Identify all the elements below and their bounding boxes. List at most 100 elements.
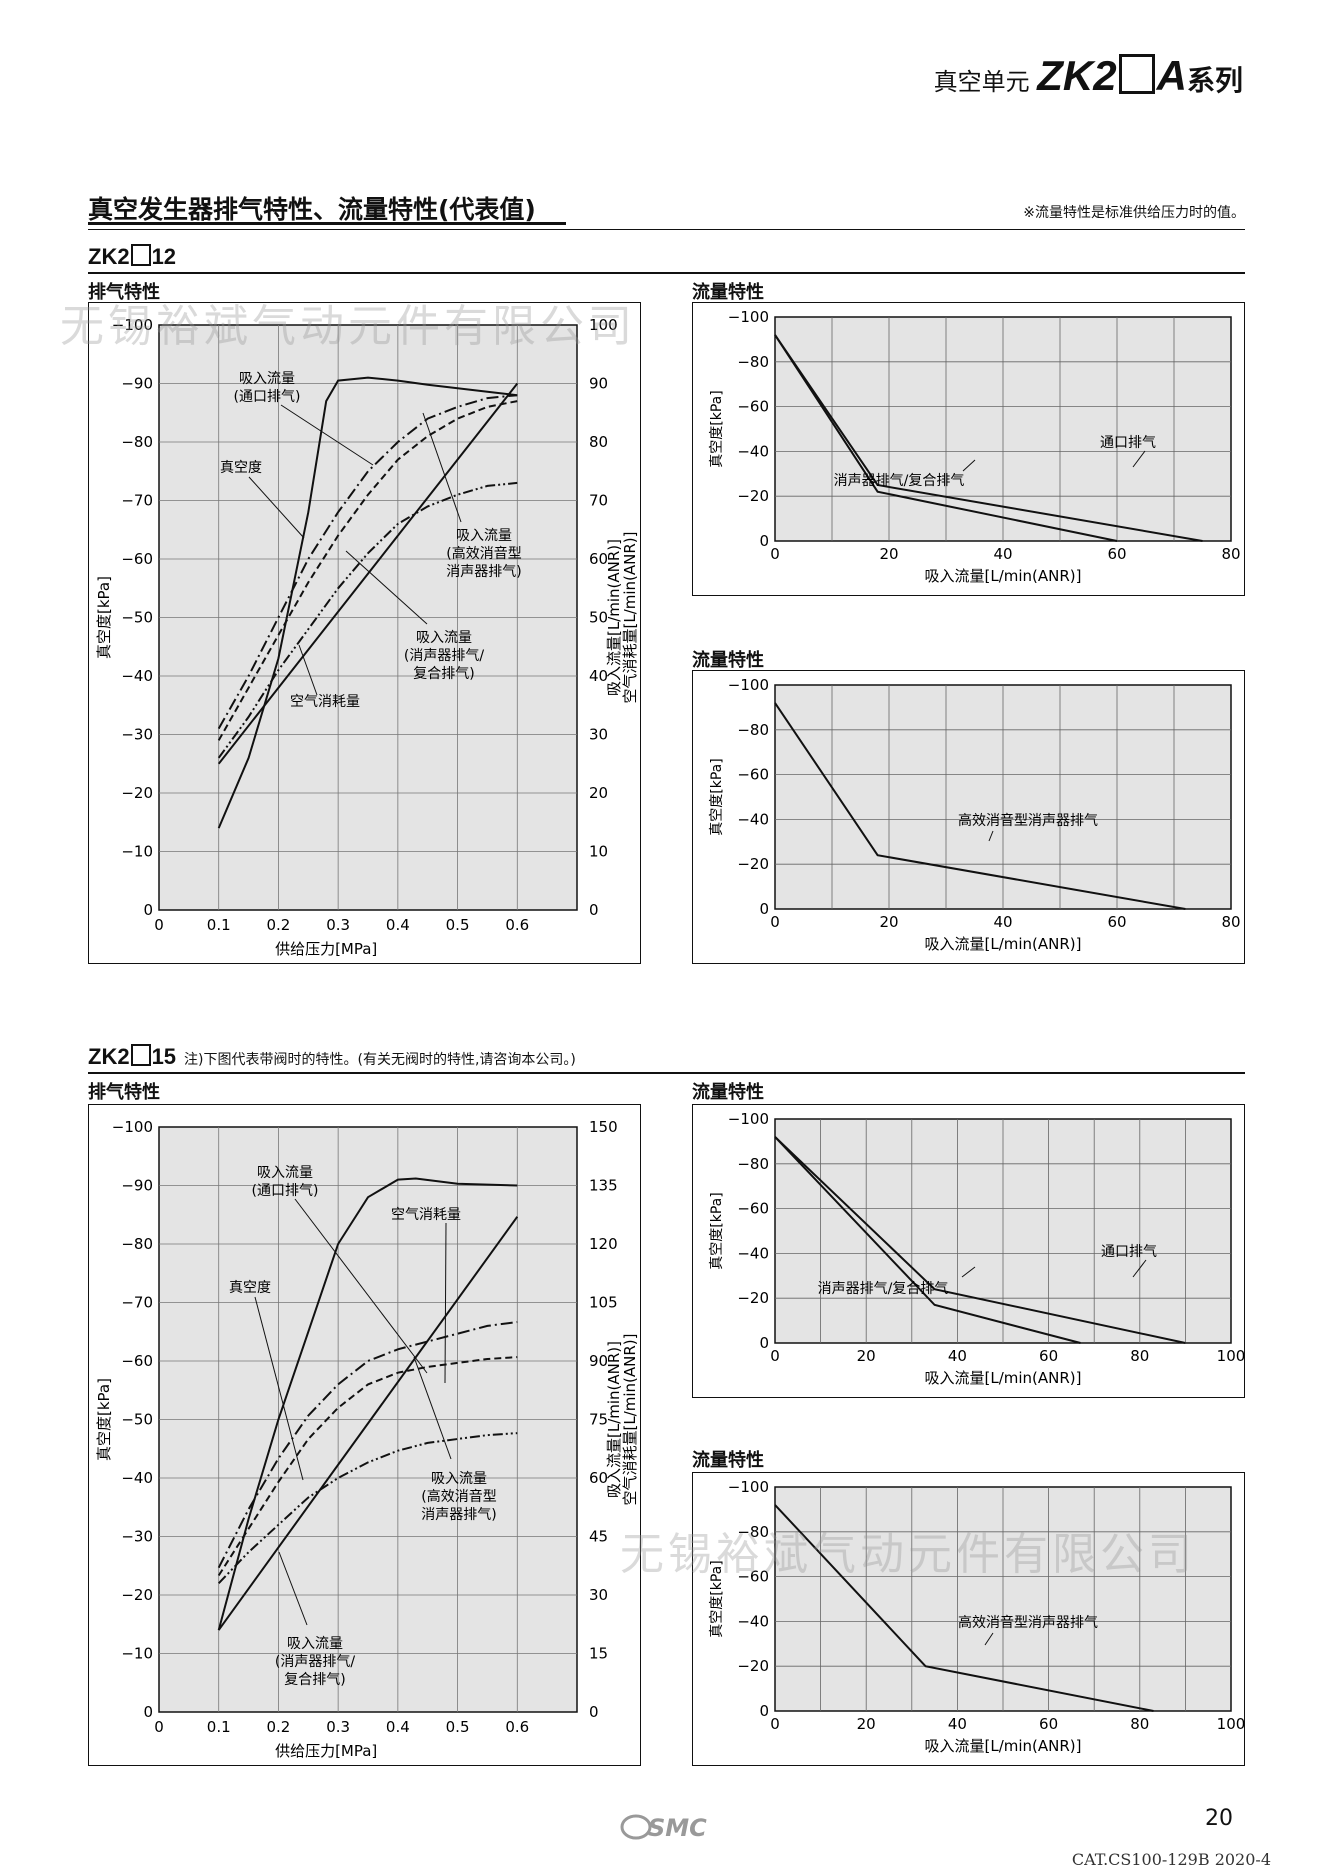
series-line	[774, 1504, 1154, 1712]
y-right-tick-label: 10	[589, 843, 608, 861]
annotation-label: 吸入流量	[416, 630, 472, 646]
flow-chart-12b: 0 20 40 60 80 0 −20 −40 −60 −80 −100 吸入流量[L/min(ANR…	[692, 670, 1245, 964]
y-left-tick-label: −30	[121, 1528, 153, 1546]
x-tick-label: 60	[1039, 1347, 1058, 1365]
x-tick-label: 80	[1221, 913, 1240, 931]
x-tick-label: 80	[1221, 545, 1240, 563]
flow-label-15a: 流量特性	[692, 1082, 764, 1103]
y-left-tick-label: 0	[143, 901, 153, 919]
annotation-label: 真空度	[220, 460, 262, 476]
annotation-label: 高效消音型消声器排气	[958, 1614, 1098, 1631]
annotation-label: 高效消音型消声器排气	[958, 812, 1098, 829]
x-tick-label: 0.3	[326, 1718, 350, 1736]
annotation-leader	[298, 644, 318, 696]
y-left-tick-label: −70	[121, 1294, 153, 1312]
y-tick-label: 0	[759, 1334, 769, 1352]
x-tick-label: 0	[770, 545, 780, 563]
y-tick-label: −20	[737, 487, 769, 505]
y-tick-label: −80	[737, 1155, 769, 1173]
y-right-tick-label: 45	[589, 1528, 608, 1546]
y-right-axis-label-2: 空气消耗量[L/min(ANR)]	[621, 531, 639, 703]
annotation-label: 吸入流量	[456, 528, 512, 544]
logo-text: SMC	[648, 1814, 707, 1842]
y-right-tick-label: 105	[589, 1294, 618, 1312]
annotation-leader	[248, 476, 305, 539]
y-right-tick-label: 15	[589, 1645, 608, 1663]
annotation-leader	[961, 1266, 976, 1278]
x-tick-label: 0.1	[207, 1718, 231, 1736]
exhaust-chart-15-svg: 0 0.1 0.2 0.3 0.4 0.5 0.60 0−10 15−20 30−30 45−40 6…	[95, 1118, 639, 1760]
y-tick-label: −60	[737, 1200, 769, 1218]
y-right-tick-label: 80	[589, 433, 608, 451]
annotation-label: 吸入流量	[257, 1165, 313, 1181]
y-right-tick-label: 90	[589, 375, 608, 393]
series-line	[217, 394, 518, 730]
y-tick-label: −60	[737, 766, 769, 784]
y-left-tick-label: −90	[121, 1177, 153, 1195]
blank-square-icon	[130, 244, 151, 266]
x-tick-label: 0.2	[266, 916, 290, 934]
x-tick-label: 0.6	[505, 916, 529, 934]
x-tick-label: 40	[993, 913, 1012, 931]
x-tick-label: 0	[154, 916, 164, 934]
y-tick-label: −60	[737, 398, 769, 416]
y-tick-label: −20	[737, 1657, 769, 1675]
y-tick-label: 0	[759, 1702, 769, 1720]
blank-square-icon	[1118, 54, 1155, 94]
annotation-leader	[294, 1198, 428, 1374]
y-left-tick-label: −40	[121, 1469, 153, 1487]
page-number: 20	[1205, 1806, 1233, 1831]
series-line	[774, 334, 1118, 542]
x-tick-label: 100	[1217, 1715, 1246, 1733]
series-line	[217, 376, 518, 829]
annotation-label: 真空度	[229, 1280, 271, 1296]
series-suffix: A	[1156, 52, 1187, 99]
y-left-axis-label: 真空度[kPa]	[95, 576, 113, 659]
annotation-leader	[1132, 1259, 1147, 1278]
model-title-15: ZK2 15 注)下图代表带阀时的特性。(有关无阀时的特性,请咨询本公司。)	[88, 1044, 576, 1070]
annotation-leader	[422, 412, 462, 523]
y-right-tick-label: 150	[589, 1118, 618, 1136]
annotation-label: 复合排气)	[413, 665, 474, 682]
y-right-axis-label-1: 吸入流量[L/min(ANR)]	[605, 1341, 623, 1498]
series-prefix: 真空单元	[933, 68, 1030, 96]
annotation-leader	[444, 1222, 447, 1384]
x-tick-label: 60	[1107, 913, 1126, 931]
logo-ring	[620, 1814, 652, 1840]
x-axis-label: 吸入流量[L/min(ANR)]	[924, 567, 1081, 585]
annotation-leader	[280, 404, 374, 466]
x-tick-label: 40	[993, 545, 1012, 563]
y-right-tick-label: 40	[589, 667, 608, 685]
flow-chart-15b: 0 20 40 60 80 100 0 −20 −40 −60 −80 −100 吸入流量[L/min(…	[692, 1472, 1245, 1766]
annotation-label: 通口排气	[1101, 1244, 1157, 1260]
y-right-tick-label: 60	[589, 1469, 608, 1487]
exhaust-label-15: 排气特性	[88, 1082, 160, 1103]
exhaust-chart-12-svg: 0 0.1 0.2 0.3 0.4 0.5 0.60 0−10 10−20 20−30 30−40 4…	[95, 316, 639, 958]
flow-chart-12b-svg: 0 20 40 60 80 0 −20 −40 −60 −80 −100 吸入流量[L/min(ANR…	[709, 676, 1241, 953]
annotation-leader	[984, 1632, 994, 1646]
annotation-leader	[254, 1296, 304, 1481]
annotation-leader	[988, 830, 994, 842]
model-note: 注)下图代表带阀时的特性。(有关无阀时的特性,请咨询本公司。)	[184, 1052, 576, 1068]
y-left-axis-label: 真空度[kPa]	[95, 1378, 113, 1461]
flow-chart-15a-svg: 0 20 40 60 80 100 0 −20 −40 −60 −80 −100 吸入流量[L/min(…	[709, 1110, 1245, 1387]
y-tick-label: −40	[737, 1612, 769, 1630]
blank-square-icon	[130, 1044, 151, 1066]
y-left-tick-label: −50	[121, 609, 153, 627]
y-right-tick-label: 100	[589, 316, 618, 334]
y-right-tick-label: 0	[589, 1703, 599, 1721]
flow-label-12a: 流量特性	[692, 282, 764, 303]
model-prefix: ZK2	[88, 244, 130, 269]
x-tick-label: 0.1	[207, 916, 231, 934]
y-right-axis-label-1: 吸入流量[L/min(ANR)]	[605, 539, 623, 696]
y-left-tick-label: −90	[121, 375, 153, 393]
y-right-tick-label: 0	[589, 901, 599, 919]
annotation-label: (高效消音型	[446, 545, 521, 562]
section-underline	[88, 222, 566, 225]
model-rule-15	[88, 1072, 1245, 1074]
x-axis-label: 供给压力[MPa]	[275, 940, 377, 958]
y-tick-label: −40	[737, 442, 769, 460]
y-right-tick-label: 135	[589, 1177, 618, 1195]
flow-chart-15b-svg: 0 20 40 60 80 100 0 −20 −40 −60 −80 −100 吸入流量[L/min(…	[709, 1478, 1246, 1755]
y-left-tick-label: −60	[121, 550, 153, 568]
